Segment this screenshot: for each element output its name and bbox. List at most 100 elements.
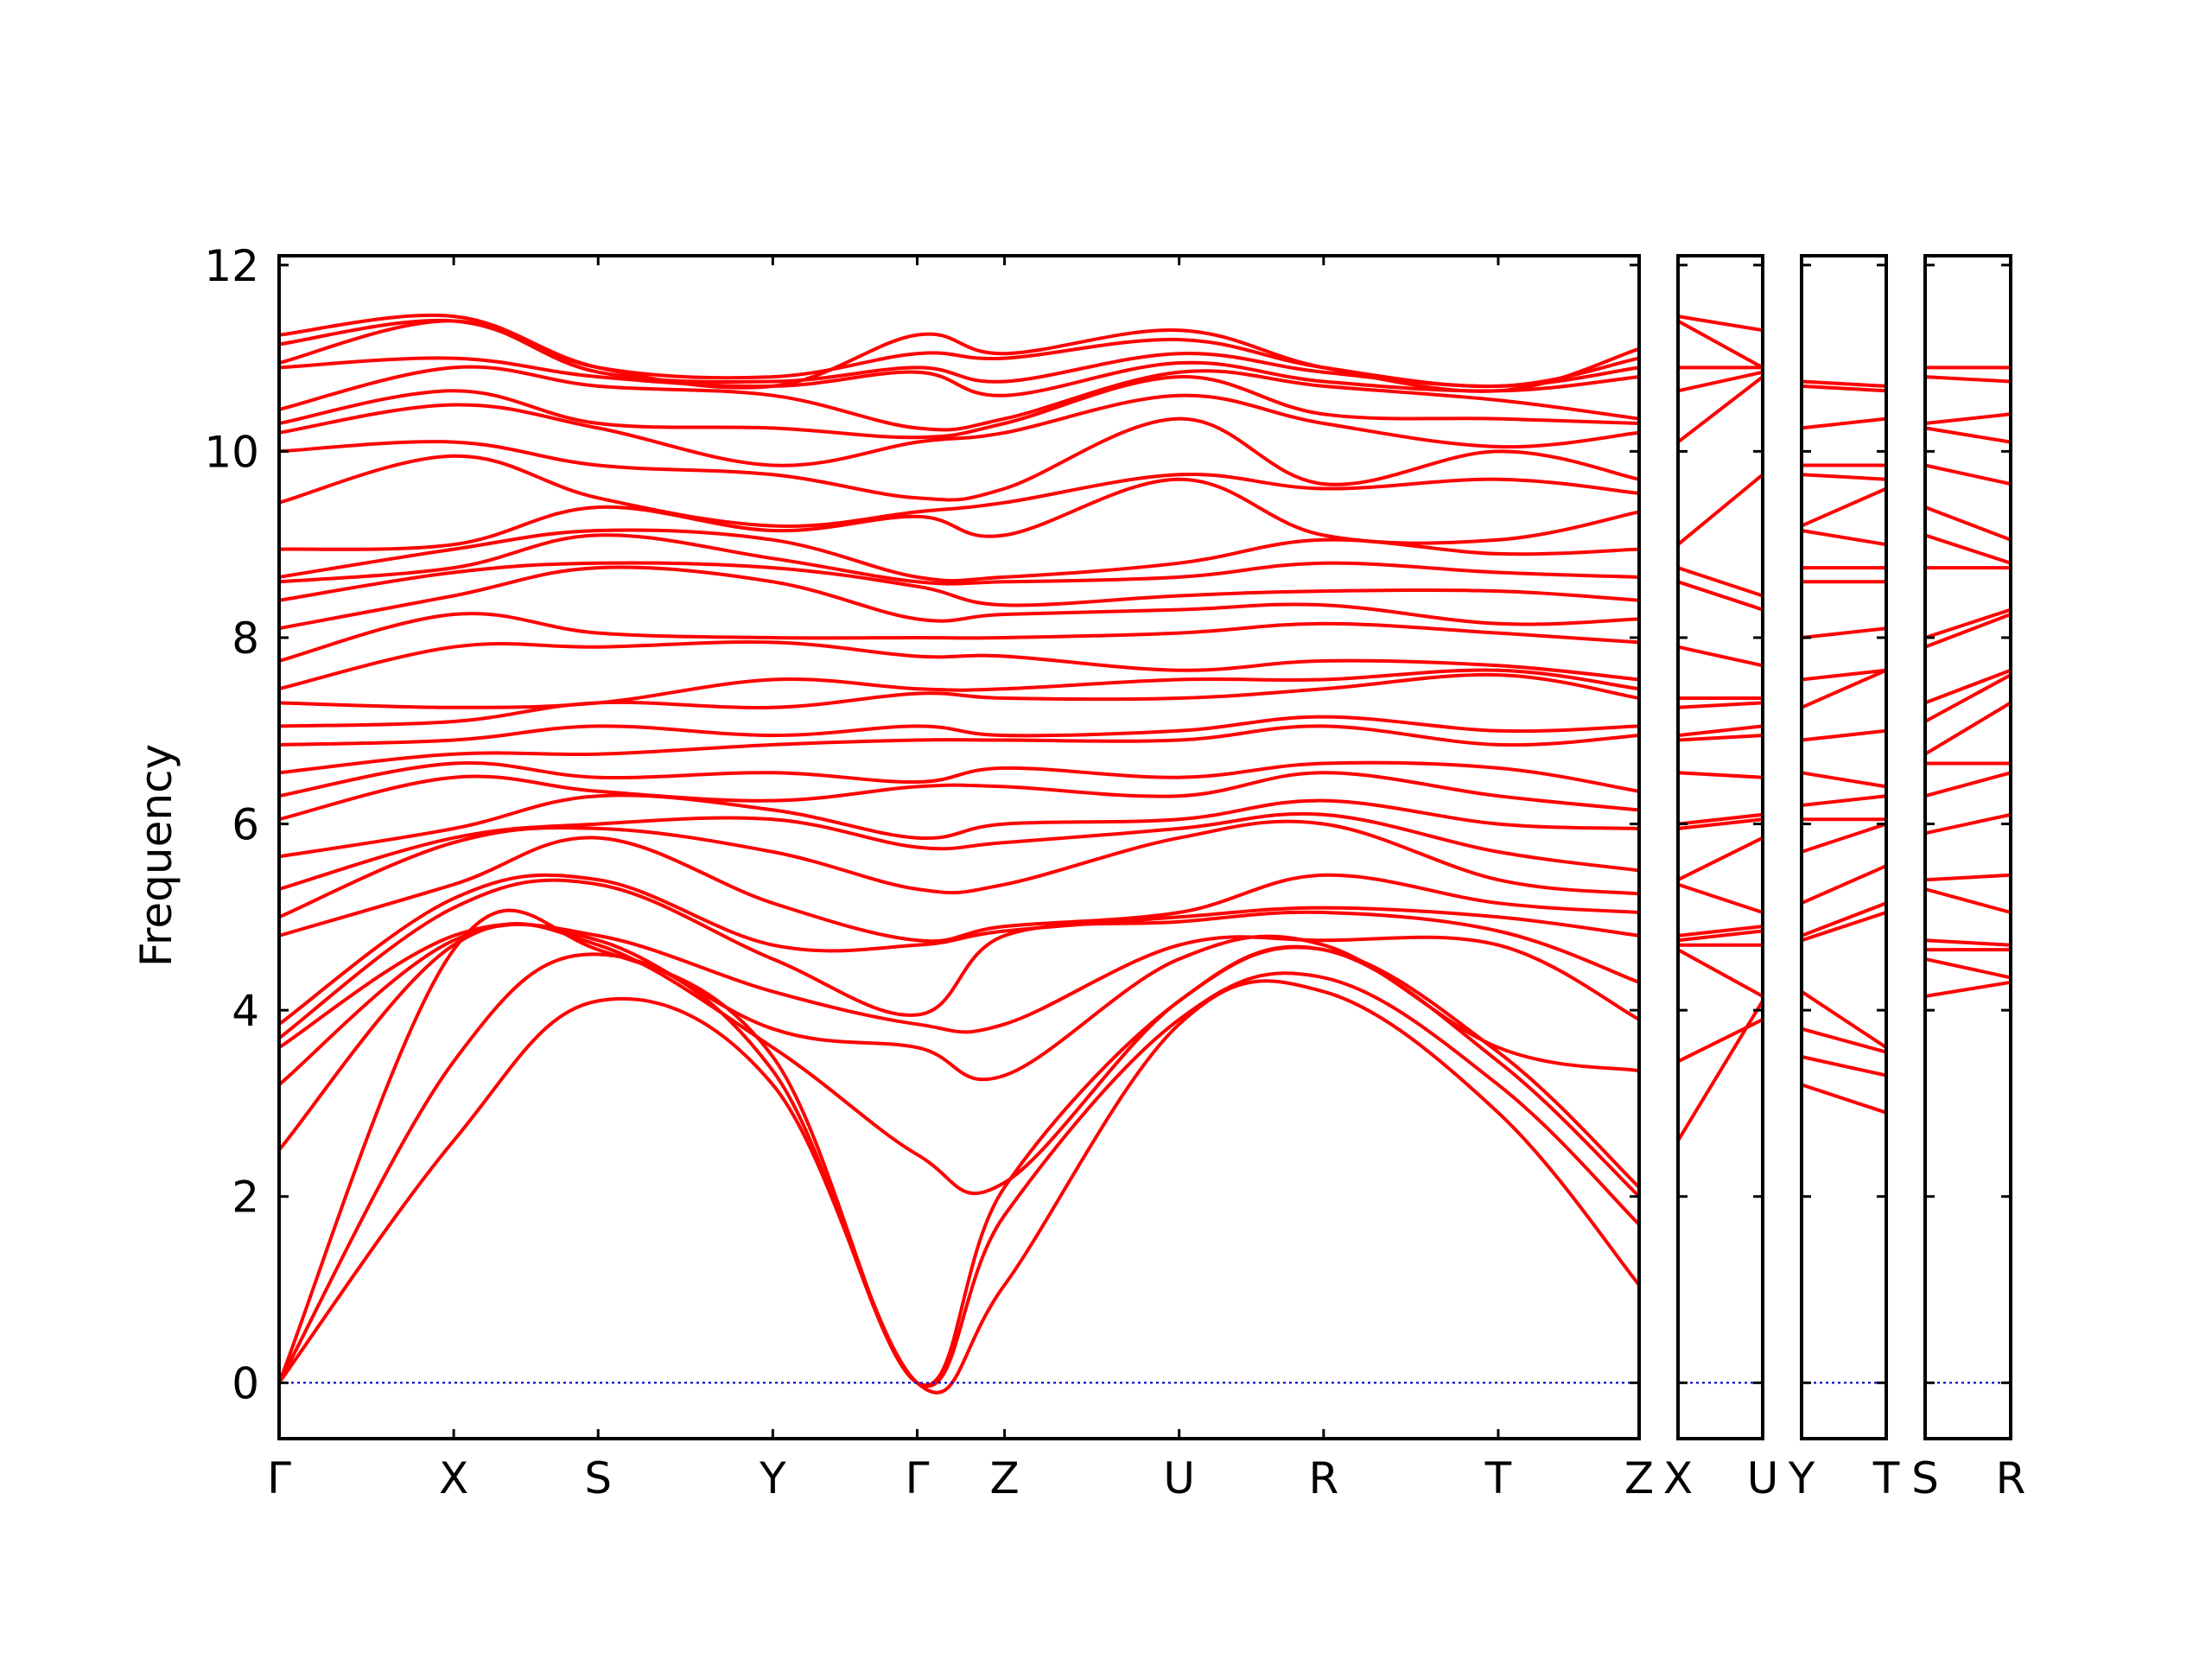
band-line-p0-15 (277, 715, 1641, 747)
x-tick-label-2-1: T (1872, 1453, 1900, 1503)
band-line-p0-10 (277, 811, 1641, 891)
x-tick-label-0-4: Γ (906, 1453, 930, 1503)
band-line-p2-19 (1800, 473, 1888, 481)
band-line-p1-5 (1676, 925, 1764, 938)
band-line-p0-29 (277, 365, 1641, 432)
band-line-p1-17 (1676, 566, 1764, 598)
band-line-p0-23 (277, 528, 1641, 583)
x-tick-label-0-3: Y (759, 1453, 786, 1503)
band-line-p1-11 (1676, 734, 1764, 742)
band-line-p0-24 (277, 477, 1641, 551)
y-tick-label-4: 8 (232, 613, 259, 664)
band-line-p1-20 (1676, 370, 1764, 393)
y-axis-title: Frequency (131, 744, 181, 967)
band-line-p3-12 (1923, 613, 2012, 649)
band-line-p0-27 (277, 393, 1641, 467)
band-line-p3-7 (1923, 771, 2012, 798)
band-line-p1-0 (1676, 999, 1764, 1143)
band-line-p3-5 (1923, 873, 2012, 882)
panel-frame-0 (277, 254, 1641, 1440)
band-line-p1-19 (1676, 375, 1764, 444)
band-line-p2-18 (1800, 486, 1888, 528)
band-line-p1-2 (1676, 948, 1764, 998)
band-line-p1-10 (1676, 771, 1764, 779)
x-tick-label-0-8: T (1484, 1453, 1512, 1503)
x-tick-label-0-7: R (1308, 1453, 1338, 1503)
x-tick-label-3-1: R (1996, 1453, 2026, 1503)
panel-frame-3 (1923, 254, 2012, 1440)
band-line-p0-8 (277, 836, 1641, 944)
band-line-p0-14 (277, 724, 1641, 775)
band-line-p1-12 (1676, 724, 1764, 738)
band-line-p1-7 (1676, 836, 1764, 882)
band-line-p3-0 (1923, 980, 2012, 998)
band-line-p3-13 (1923, 607, 2012, 639)
x-tick-label-1-1: U (1747, 1453, 1779, 1503)
band-line-p0-31 (277, 319, 1641, 388)
band-line-p3-9 (1923, 701, 2012, 756)
band-line-p0-32 (277, 318, 1641, 389)
band-line-p3-19 (1923, 412, 2012, 425)
band-line-p0-17 (277, 668, 1641, 709)
band-line-p3-10 (1923, 673, 2012, 723)
band-line-p1-22 (1676, 319, 1764, 370)
band-line-p2-6 (1800, 864, 1888, 906)
y-tick-label-2: 4 (232, 986, 259, 1036)
band-line-p2-11 (1800, 728, 1888, 742)
y-tick-label-0: 0 (232, 1358, 259, 1408)
x-tick-label-1-0: X (1663, 1453, 1693, 1503)
band-line-p1-1 (1676, 1017, 1764, 1064)
x-tick-label-2-0: Y (1788, 1453, 1815, 1503)
bands-layer (277, 313, 2012, 1395)
band-line-p0-20 (277, 565, 1641, 631)
band-line-p1-13 (1676, 701, 1764, 709)
band-line-p3-17 (1923, 463, 2012, 486)
band-line-p0-19 (277, 612, 1641, 663)
band-line-p3-20 (1923, 375, 2012, 384)
panel-frame-2 (1800, 254, 1888, 1440)
y-tick-label-6: 12 (204, 241, 259, 291)
band-line-p3-1 (1923, 957, 2012, 980)
band-line-p1-4 (1676, 929, 1764, 943)
x-tick-label-0-2: S (584, 1453, 612, 1503)
x-tick-label-0-5: Z (989, 1453, 1019, 1503)
band-line-p2-17 (1800, 529, 1888, 547)
panel-frame-1 (1676, 254, 1764, 1440)
band-line-p3-6 (1923, 812, 2012, 836)
band-line-p3-11 (1923, 668, 2012, 705)
band-line-p0-26 (277, 416, 1641, 502)
x-tick-label-0-0: Γ (267, 1453, 291, 1503)
band-line-p2-1 (1800, 1055, 1888, 1077)
band-line-p1-6 (1676, 882, 1764, 914)
band-line-p0-30 (277, 356, 1641, 397)
band-line-p2-14 (1800, 626, 1888, 639)
y-tick-label-1: 2 (232, 1173, 259, 1223)
x-tick-label-0-1: X (439, 1453, 468, 1503)
band-line-p1-23 (1676, 315, 1764, 333)
band-line-p0-1 (277, 952, 1641, 1389)
band-line-p3-4 (1923, 887, 2012, 914)
band-line-p0-28 (277, 375, 1641, 440)
band-line-p2-2 (1800, 1027, 1888, 1054)
band-line-p0-22 (277, 533, 1641, 586)
band-line-p3-15 (1923, 533, 2012, 565)
band-line-p1-9 (1676, 812, 1764, 826)
band-line-p2-9 (1800, 794, 1888, 807)
band-line-p2-3 (1800, 989, 1888, 1050)
y-tick-label-5: 10 (204, 427, 259, 477)
band-line-p0-33 (277, 313, 1641, 393)
x-tick-label-3-0: S (1911, 1453, 1939, 1503)
band-line-p2-21 (1800, 416, 1888, 430)
band-line-p1-16 (1676, 580, 1764, 612)
band-line-p1-18 (1676, 473, 1764, 547)
x-tick-label-0-6: U (1163, 1453, 1195, 1503)
band-line-p0-11 (277, 793, 1641, 859)
band-line-p0-5 (277, 922, 1641, 1050)
band-line-p2-23 (1800, 379, 1888, 388)
band-line-p0-12 (277, 771, 1641, 822)
band-line-p0-0 (277, 979, 1641, 1395)
band-line-p0-18 (277, 640, 1641, 691)
band-line-p1-8 (1676, 817, 1764, 830)
band-line-p0-7 (277, 873, 1641, 1027)
